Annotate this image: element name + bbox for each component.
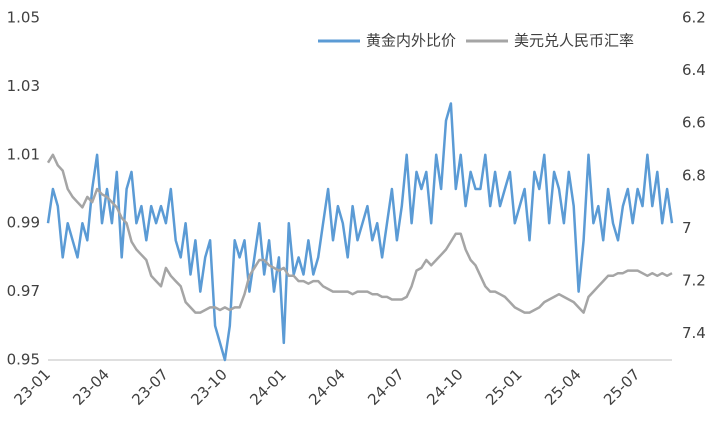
y2-tick-label: 6.2: [682, 9, 706, 27]
y-tick-label: 0.97: [7, 282, 40, 300]
y-tick-label: 0.95: [7, 351, 40, 369]
y2-tick-label: 6.8: [682, 166, 706, 184]
x-tick-label: 25-04: [541, 365, 585, 409]
y2-tick-label: 7.4: [682, 324, 706, 342]
y-tick-label: 1.05: [7, 9, 40, 27]
x-tick-label: 24-04: [305, 365, 349, 409]
x-tick-label: 25-07: [600, 365, 644, 409]
legend-label: 美元兑人民币汇率: [514, 32, 634, 50]
y-tick-label: 1.01: [7, 145, 40, 163]
series-line: [46, 102, 674, 362]
x-tick-label: 23-01: [10, 365, 54, 409]
x-tick-label: 24-07: [364, 365, 408, 409]
y2-tick-label: 6.6: [682, 114, 706, 132]
x-tick-label: 24-10: [423, 365, 467, 409]
x-tick-label: 23-10: [187, 365, 231, 409]
y2-tick-label: 6.4: [682, 61, 706, 79]
x-tick-label: 23-04: [69, 365, 113, 409]
y-tick-label: 0.99: [7, 214, 40, 232]
x-tick-label: 24-01: [246, 365, 290, 409]
x-tick-label: 23-07: [128, 365, 172, 409]
series-line: [46, 153, 673, 314]
y2-tick-label: 7.2: [682, 272, 706, 290]
legend-label: 黄金内外比价: [366, 32, 456, 50]
x-tick-label: 25-01: [482, 365, 526, 409]
y-tick-label: 1.03: [7, 77, 40, 95]
y2-tick-label: 7: [682, 219, 692, 237]
